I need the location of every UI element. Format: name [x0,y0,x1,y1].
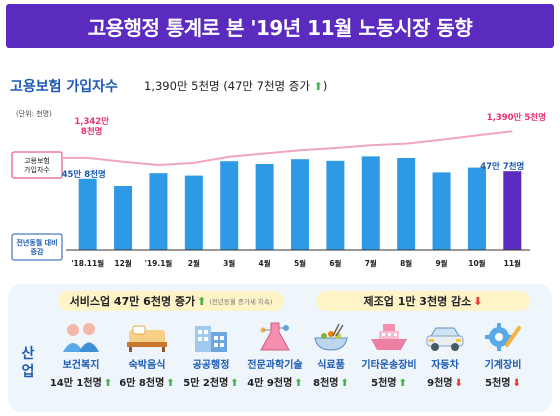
industry-name: 기타운송장비 [361,360,417,371]
bar-0 [78,178,97,250]
down-arrow-icon: ⬇ [512,378,521,389]
industry-professional-science: 전문과학기술 4만 9천명 ⬆ [240,320,310,389]
people-icon [63,323,99,352]
banner-title: 고용행정 통계로 본 '19년 11월 노동시장 동향 [87,15,473,40]
industry-name: 전문과학기술 [247,360,303,371]
x-tick-label: 5월 [294,258,306,268]
bar-12 [503,171,522,250]
bar-7 [326,160,345,250]
industry-value: 9천명 ⬇ [427,378,463,389]
industry-value: 6만 8천명 ⬆ [119,378,175,389]
x-tick-label: 3월 [223,258,235,268]
headline-summary: 1,390만 5천명 (47만 7천명 증가 ⬆) [144,78,327,94]
industry-lodging-food: 숙박음식 6만 8천명 ⬆ [112,320,182,389]
ship-icon [371,324,407,350]
subscriber-line [87,130,513,167]
services-label: 서비스업 47만 6천명 증가 [69,295,196,308]
bar-10 [432,172,451,250]
industry-value: 5만 2천명 ⬆ [183,378,239,389]
last-line-label: 1,390만 5천명 [487,112,546,123]
bar-9 [397,158,416,250]
industry-public-admin: 공공행정 5만 2천명 ⬆ [176,320,246,389]
bed-icon [127,325,167,352]
services-note: (전년동월 증가세 지속) [209,298,273,306]
flask-icon [260,322,290,351]
industry-name: 식료품 [317,360,345,371]
first-line-label: 1,342만 8천명 [74,116,109,137]
gear-wrench-icon [485,323,521,351]
bar-2 [149,173,168,250]
down-arrow-icon: ⬇ [473,294,483,308]
industry-name: 공공행정 [192,360,230,371]
industry-name: 숙박음식 [128,360,166,371]
up-arrow-icon: ⬆ [103,378,113,389]
summary-text: 1,390만 5천명 (47만 7천명 증가 [144,79,310,93]
bar-5 [255,164,274,250]
x-tick-label: 7월 [365,258,377,268]
industry-name: 자동차 [431,360,459,371]
x-tick-label: 9월 [435,258,447,268]
summary-close: ) [322,79,328,93]
chart-svg: (단위: 천명) 고용보험 가입자수 전년동월 대비 증감 '18.11월 12월 '1… [11,109,546,268]
x-tick-label: 2월 [188,258,200,268]
last-bar-label: 47만 7천명 [480,161,524,172]
bar-11 [467,167,486,250]
x-tick-label: 4월 [259,258,271,268]
line-row-label: 고용보험 가입자수 [11,151,63,179]
bar-1 [114,186,133,250]
industry-value: 8천명 ⬆ [313,378,349,389]
x-tick-label: '18.11월 [71,258,104,268]
services-heading: 서비스업 47만 6천명 증가 ⬆ (전년동월 증가세 지속) [58,291,284,311]
industry-other-transport: 기타운송장비 5천명 ⬆ [354,320,424,389]
bar-8 [361,156,380,250]
up-arrow-icon: ⬆ [197,294,207,308]
industry-food-products: 식료품 8천명 ⬆ [296,320,366,389]
manufacturing-heading: 제조업 1만 3천명 감소 ⬇ [316,291,530,311]
up-arrow-icon: ⬆ [340,378,349,389]
up-arrow-icon: ⬆ [230,378,239,389]
industry-name: 보건복지 [62,360,100,371]
unit-label: (단위: 천명) [16,109,52,118]
industry-machinery: 기계장비 5천명 ⬇ [468,320,538,389]
car-icon [426,327,464,351]
bar-3 [184,175,203,250]
bar-row-label: 전년동월 대비 증감 [11,233,63,261]
industry-value: 14만 1천명 ⬆ [49,378,113,389]
up-arrow-icon: ⬆ [166,378,175,389]
manufacturing-label: 제조업 1만 3천명 감소 [363,295,472,308]
page-banner: 고용행정 통계로 본 '19년 11월 노동시장 동향 [6,4,554,48]
chart-headline: 고용보험 가입자수 [10,79,118,95]
x-tick-label: 11월 [504,258,521,268]
industry-automobile: 자동차 9천명 ⬇ [410,320,480,389]
down-arrow-icon: ⬇ [454,378,463,389]
industry-value: 4만 9천명 ⬆ [247,378,303,389]
bar-4 [220,161,239,250]
building-icon [195,326,227,352]
up-arrow-icon: ⬆ [294,378,303,389]
industry-value: 5천명 ⬇ [485,378,521,389]
x-tick-label: 12월 [114,258,131,268]
x-tick-label: 8월 [400,258,412,268]
x-tick-label: '19.1월 [145,258,173,268]
industry-name: 기계장비 [484,360,522,371]
bar-6 [291,159,309,250]
industry-label: 산업 [21,346,35,380]
industry-health-welfare: 보건복지 14만 1천명 ⬆ [46,320,116,389]
subscriber-chart: (단위: 천명) 고용보험 가입자수 전년동월 대비 증감 '18.11월 12월 '1… [10,100,550,274]
food-bowl-icon [314,323,348,351]
up-arrow-icon: ⬆ [313,80,323,93]
industry-value: 5천명 ⬆ [371,378,407,389]
first-bar-label: 45만 8천명 [62,169,106,180]
x-tick-label: 10월 [468,258,485,268]
up-arrow-icon: ⬆ [398,378,407,389]
x-tick-label: 6월 [329,258,341,268]
